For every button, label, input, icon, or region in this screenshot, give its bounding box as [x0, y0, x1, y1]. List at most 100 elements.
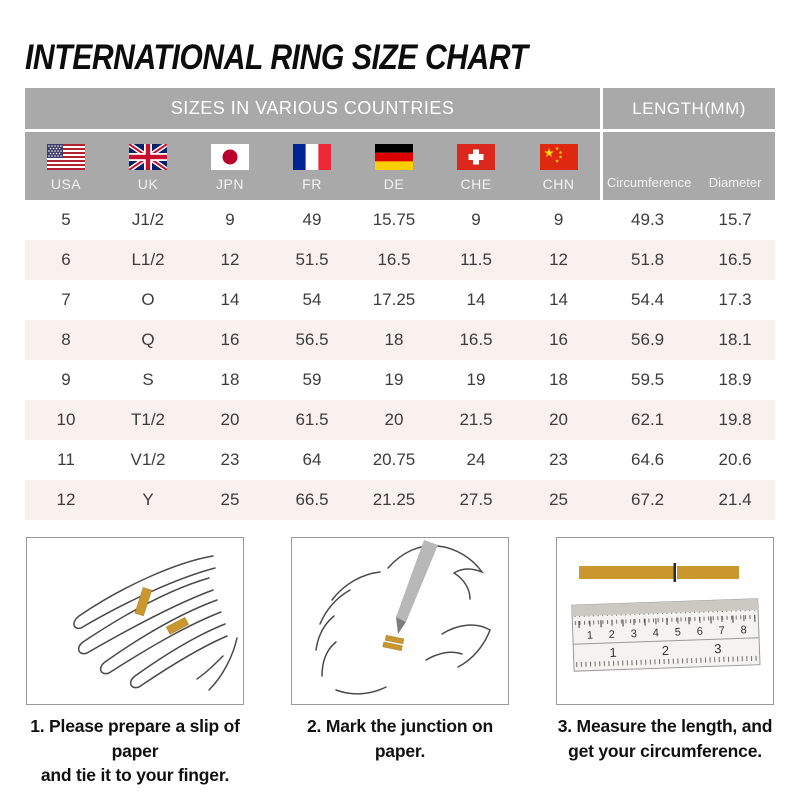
mark-junction-with-pen-illustration — [315, 540, 491, 695]
size-cell: 16 — [517, 320, 601, 360]
size-cell: 56.9 — [600, 320, 696, 360]
measuring-steps: 1. Please prepare a slip of paper and ti… — [25, 537, 775, 788]
size-cell: L1/2 — [107, 240, 189, 280]
size-cell: 15.7 — [695, 200, 776, 240]
size-cell: 12 — [517, 240, 601, 280]
step-1-caption-line-1: 1. Please prepare a slip of paper — [30, 716, 240, 761]
ring-size-table: SIZES IN VARIOUS COUNTRIES LENGTH(MM) — [25, 88, 776, 520]
usa-flag-icon — [47, 144, 85, 170]
table-group-header-row: SIZES IN VARIOUS COUNTRIES LENGTH(MM) — [25, 88, 776, 132]
step-3-caption-line-1: 3. Measure the length, and — [557, 716, 773, 736]
step-1: 1. Please prepare a slip of paper and ti… — [25, 537, 245, 788]
step-3-caption: 3. Measure the length, and get your circ… — [558, 714, 773, 763]
size-cell: 5 — [25, 200, 107, 240]
size-cell: 66.5 — [271, 480, 353, 520]
size-cell: O — [107, 280, 189, 320]
size-cell: 67.2 — [600, 480, 696, 520]
column-header-diameter: Diameter — [695, 132, 776, 200]
length-group-header: LENGTH(MM) — [600, 88, 776, 132]
paper-strip — [579, 563, 739, 582]
size-cell: 20 — [353, 400, 435, 440]
ruler-measuring-strip-illustration: 1 2 3 4 5 6 7 8 1 2 3 — [571, 563, 761, 672]
size-cell: 7 — [25, 280, 107, 320]
column-label-jpn: JPN — [216, 176, 244, 192]
column-label-usa: USA — [50, 176, 82, 192]
uk-flag-icon — [129, 144, 167, 170]
size-cell: V1/2 — [107, 440, 189, 480]
size-cell: 54 — [271, 280, 353, 320]
size-cell: 14 — [435, 280, 517, 320]
step-1-illustration-box — [26, 537, 244, 705]
size-cell: 8 — [25, 320, 107, 360]
column-label-uk: UK — [137, 176, 159, 192]
size-cell: 64 — [271, 440, 353, 480]
size-cell: T1/2 — [107, 400, 189, 440]
size-cell: 16.5 — [353, 240, 435, 280]
table-flag-header-row: USA UK — [25, 132, 776, 200]
page-title-text: INTERNATIONAL RING SIZE CHART — [25, 38, 528, 77]
size-cell: 25 — [517, 480, 601, 520]
size-cell: 17.25 — [353, 280, 435, 320]
japan-flag-icon — [211, 144, 249, 170]
column-header-circumference: Circumference — [600, 132, 696, 200]
size-cell: 23 — [189, 440, 271, 480]
size-cell: 19 — [353, 360, 435, 400]
step-3-illustration-box: 1 2 3 4 5 6 7 8 1 2 3 — [556, 537, 774, 705]
size-table-body: 5 J1/2 9 49 15.75 9 9 49.3 15.7 6 L1/2 12 51.5 16.5 11… — [25, 200, 776, 520]
size-cell: S — [107, 360, 189, 400]
table-row: 6 L1/2 12 51.5 16.5 11.5 12 51.8 16.5 — [25, 240, 776, 280]
size-cell: 16 — [189, 320, 271, 360]
step-2-caption-line-1: 2. Mark the junction on paper. — [307, 716, 493, 761]
table-row: 10 T1/2 20 61.5 20 21.5 20 62.1 19.8 — [25, 400, 776, 440]
size-cell: 14 — [189, 280, 271, 320]
step-3: 1 2 3 4 5 6 7 8 1 2 3 3. Measure the len… — [555, 537, 775, 788]
column-header-jpn: JPN — [189, 132, 271, 200]
size-cell: 17.3 — [695, 280, 776, 320]
size-cell: 51.8 — [600, 240, 696, 280]
size-cell: 56.5 — [271, 320, 353, 360]
size-cell: 64.6 — [600, 440, 696, 480]
page-title: INTERNATIONAL RING SIZE CHART — [25, 38, 609, 78]
step-1-caption: 1. Please prepare a slip of paper and ti… — [25, 714, 245, 788]
size-cell: 12 — [25, 480, 107, 520]
column-label-che-de: DE — [383, 176, 405, 192]
size-cell: 9 — [435, 200, 517, 240]
size-cell: 24 — [435, 440, 517, 480]
size-cell: 59.5 — [600, 360, 696, 400]
size-cell: Q — [107, 320, 189, 360]
size-cell: 54.4 — [600, 280, 696, 320]
size-cell: 21.5 — [435, 400, 517, 440]
size-cell: 59 — [271, 360, 353, 400]
size-cell: 10 — [25, 400, 107, 440]
step-2-illustration-box — [291, 537, 509, 705]
size-cell: 16.5 — [695, 240, 776, 280]
size-cell: 49.3 — [600, 200, 696, 240]
size-cell: 14 — [517, 280, 601, 320]
size-cell: Y — [107, 480, 189, 520]
column-header-uk: UK — [107, 132, 189, 200]
size-cell: 9 — [25, 360, 107, 400]
size-cell: 20.75 — [353, 440, 435, 480]
column-header-chn: CHN — [517, 132, 601, 200]
step-1-caption-line-2: and tie it to your finger. — [40, 765, 230, 785]
hand-with-paper-strip-illustration — [73, 555, 238, 691]
table-row: 11 V1/2 23 64 20.75 24 23 64.6 20.6 — [25, 440, 776, 480]
size-cell: 20 — [189, 400, 271, 440]
column-label-chn: CHN — [542, 176, 575, 192]
size-cell: 20 — [517, 400, 601, 440]
size-cell: 20.6 — [695, 440, 776, 480]
size-cell: 18.1 — [695, 320, 776, 360]
size-cell: 51.5 — [271, 240, 353, 280]
size-cell: 18 — [517, 360, 601, 400]
step-3-caption-line-2: get your circumference. — [568, 740, 762, 761]
size-cell: 25 — [189, 480, 271, 520]
table-row: 8 Q 16 56.5 18 16.5 16 56.9 18.1 — [25, 320, 776, 360]
size-cell: 21.25 — [353, 480, 435, 520]
column-label-fr: FR — [302, 176, 322, 192]
column-header-che: CHE — [435, 132, 517, 200]
size-cell: 11.5 — [435, 240, 517, 280]
size-cell: 16.5 — [435, 320, 517, 360]
size-cell: 12 — [189, 240, 271, 280]
size-cell: 23 — [517, 440, 601, 480]
